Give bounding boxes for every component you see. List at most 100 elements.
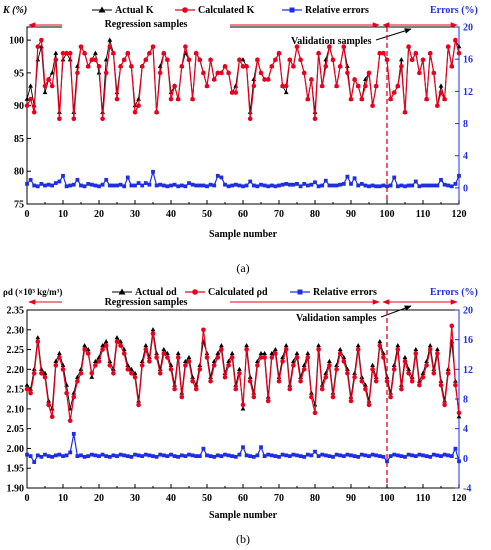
data-point-square [442, 182, 447, 187]
data-point-circle [298, 378, 303, 384]
right-tick-label: 12 [463, 87, 473, 98]
data-point-circle [312, 116, 318, 122]
validation-pointer-a [375, 28, 412, 41]
data-point-circle [46, 77, 51, 82]
x-tick-label: 30 [130, 209, 140, 220]
data-point-square [226, 453, 231, 458]
data-point-square [208, 454, 213, 459]
data-point-circle [370, 103, 375, 108]
data-point-circle [363, 83, 368, 89]
data-point-square [125, 454, 130, 459]
data-point-square [428, 183, 433, 188]
data-point-square [381, 454, 386, 459]
data-point-square [28, 454, 33, 459]
data-point-circle [229, 355, 235, 360]
data-point-circle [53, 57, 59, 63]
data-point-triangle [93, 358, 98, 364]
right-tick-label: 8 [463, 395, 468, 406]
data-point-triangle [89, 374, 95, 379]
data-point-square [111, 453, 116, 458]
data-point-triangle [183, 358, 188, 364]
data-point-square [327, 183, 332, 188]
data-point-square [172, 454, 177, 459]
series-group-a [24, 37, 462, 189]
data-point-square [93, 453, 98, 458]
data-point-circle [305, 96, 311, 102]
data-point-circle [327, 44, 332, 49]
data-point-triangle [237, 366, 242, 371]
left-tick-label: 100 [9, 36, 24, 47]
right-tick-label: 0 [463, 183, 468, 194]
data-point-circle [165, 355, 170, 360]
data-point-square [118, 182, 123, 187]
data-point-circle [244, 347, 249, 352]
data-point-circle [46, 402, 51, 408]
data-point-circle [222, 64, 228, 69]
data-point-circle [114, 339, 120, 344]
data-point-circle [388, 394, 393, 400]
data-point-square [154, 454, 159, 459]
left-tick-label: 95 [14, 68, 24, 79]
data-point-square [413, 179, 418, 184]
data-point-square [284, 181, 289, 186]
data-point-circle [287, 57, 293, 63]
data-point-square [352, 176, 357, 181]
data-point-circle [406, 44, 411, 49]
data-point-square [161, 183, 166, 188]
data-point-circle [445, 44, 451, 49]
data-point-circle [57, 355, 62, 360]
data-point-circle [75, 378, 80, 384]
data-point-circle [391, 90, 397, 95]
data-point-square [449, 454, 454, 459]
data-point-circle [57, 116, 62, 122]
data-point-circle [373, 378, 379, 384]
data-point-circle [330, 57, 336, 63]
data-point-circle [154, 109, 159, 115]
data-point-square [251, 454, 256, 459]
data-point-circle [78, 44, 84, 49]
data-point-square [61, 173, 65, 178]
legend-a: Actual K Calculated K Relative errors [92, 5, 369, 16]
x-tick-label: 60 [238, 209, 248, 220]
legend-actual-b: Actual ρd [135, 287, 177, 298]
data-point-triangle [327, 358, 332, 364]
data-point-square [118, 452, 123, 457]
data-point-square [331, 183, 335, 188]
data-point-square [93, 183, 98, 188]
data-point-circle [456, 50, 462, 56]
x-tick-label: 20 [94, 209, 104, 220]
data-point-circle [355, 83, 361, 89]
data-point-circle [442, 96, 447, 102]
data-point-square [341, 454, 346, 459]
data-point-circle [132, 374, 138, 380]
data-point-square [100, 452, 105, 457]
data-point-circle [319, 386, 325, 392]
data-point-square [320, 452, 325, 457]
data-point-circle [395, 347, 401, 352]
data-point-square [25, 452, 29, 457]
data-point-square [64, 453, 69, 458]
data-point-circle [107, 44, 113, 49]
data-point-circle [384, 378, 390, 384]
data-point-circle [129, 370, 134, 376]
data-point-circle [363, 386, 368, 392]
x-tick-label: 70 [274, 493, 284, 504]
legend-actual-a: Actual K [115, 5, 154, 16]
data-point-circle [114, 96, 120, 102]
data-point-square [244, 183, 249, 188]
data-point-circle [280, 83, 285, 89]
data-point-square [359, 181, 364, 186]
data-point-triangle [337, 346, 343, 352]
legend-calculated-b: Calculated ρd [208, 287, 268, 298]
data-point-circle [129, 64, 134, 69]
data-point-square [125, 175, 130, 180]
data-point-circle [31, 109, 37, 115]
data-point-circle [93, 363, 98, 368]
data-point-triangle [258, 350, 264, 356]
data-point-circle [247, 378, 253, 384]
data-point-square [79, 183, 83, 188]
data-point-circle [269, 64, 275, 69]
data-point-circle [103, 70, 109, 76]
validation-pointer-b [380, 305, 412, 318]
data-point-square [169, 452, 173, 457]
